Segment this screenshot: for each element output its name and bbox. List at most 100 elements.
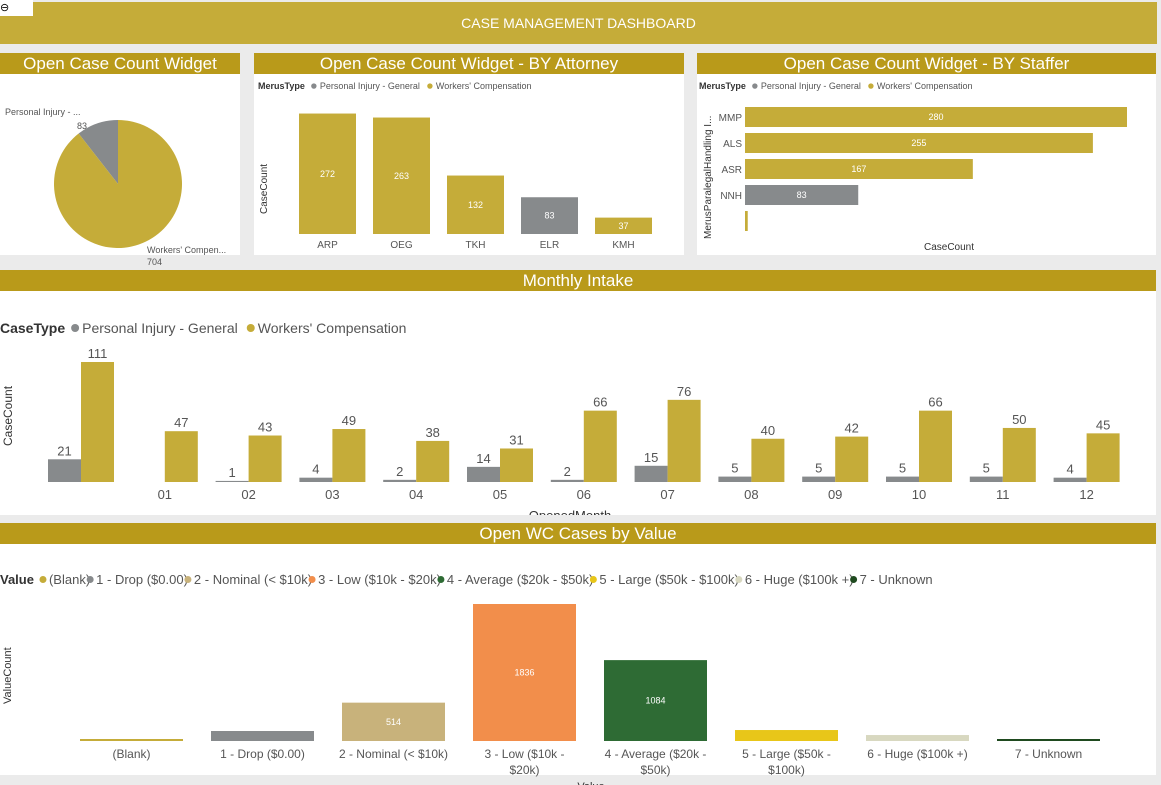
pie-value: 704 xyxy=(147,257,162,267)
staffer-panel: Open Case Count Widget - BY Staffer Meru… xyxy=(697,53,1156,255)
bar xyxy=(215,480,249,482)
legend-title: MerusType xyxy=(258,81,305,91)
bar xyxy=(919,410,952,482)
x-tick-label: 05 xyxy=(493,487,507,502)
x-tick-label: $100k) xyxy=(768,763,805,777)
y-tick-label: ALS xyxy=(723,139,742,150)
bar xyxy=(416,440,450,482)
legend-item: Workers' Compensation xyxy=(436,81,532,91)
data-label: 5 xyxy=(815,461,822,476)
x-tick-label: ELR xyxy=(540,240,559,251)
pie-chart: Personal Injury - ... 83 Workers' Compen..… xyxy=(5,107,226,267)
x-tick-label: 6 - Huge ($100k +) xyxy=(867,747,967,761)
data-label: 272 xyxy=(320,169,335,179)
bar xyxy=(500,448,533,482)
pie-value: 83 xyxy=(77,121,87,131)
bar xyxy=(467,466,500,482)
y-axis-label: MerusParalegalHandling I... xyxy=(703,116,714,239)
panel-title: Open Case Count Widget - BY Attorney xyxy=(254,53,684,74)
data-label: 50 xyxy=(1012,412,1026,427)
data-label: 111 xyxy=(88,346,108,361)
data-label: 2 xyxy=(564,464,571,479)
bar xyxy=(866,735,969,741)
data-label: 5 xyxy=(899,461,906,476)
x-tick-label: 4 - Average ($20k - xyxy=(605,747,707,761)
legend-dot xyxy=(71,324,80,332)
legend-dot xyxy=(246,324,255,332)
y-axis-label: ValueCount xyxy=(2,647,14,704)
panel-title: Open WC Cases by Value xyxy=(0,523,1156,544)
attorney-panel: Open Case Count Widget - BY Attorney Mer… xyxy=(254,53,684,255)
panel-title: Open Case Count Widget xyxy=(0,53,240,74)
x-tick-label: $50k) xyxy=(640,763,670,777)
x-axis-label: OpenedMonth xyxy=(529,508,611,515)
legend-item: Workers' Compensation xyxy=(877,81,973,91)
bar xyxy=(583,410,617,482)
attorney-chart: MerusType Personal Injury - General Worker… xyxy=(258,81,652,251)
data-label: 1084 xyxy=(645,696,665,706)
bar xyxy=(604,660,707,741)
x-tick-label: 01 xyxy=(158,487,172,502)
bar xyxy=(473,604,576,741)
value-chart: Value (Blank) 1 - Drop ($0.00) 2 - Nominal … xyxy=(0,572,1100,785)
legend-dot xyxy=(308,576,316,583)
x-tick-label: TKH xyxy=(466,240,486,251)
bar xyxy=(164,431,198,482)
y-axis-label: CaseCount xyxy=(259,164,270,214)
x-tick-label: 3 - Low ($10k - xyxy=(484,747,564,761)
data-label: 83 xyxy=(544,211,554,221)
y-axis-label: CaseCount xyxy=(1,385,15,446)
x-tick-label: OEG xyxy=(390,240,412,251)
bar xyxy=(745,211,748,231)
bar xyxy=(342,702,445,741)
legend-item: 4 - Average ($20k - $50k) xyxy=(447,572,593,587)
x-tick-label: 11 xyxy=(996,487,1010,502)
x-tick-label: 04 xyxy=(409,487,423,502)
pie-slice xyxy=(54,120,182,249)
x-tick-label: $20k) xyxy=(509,763,539,777)
legend-dot xyxy=(39,576,47,583)
legend-item: 2 - Nominal (< $10k) xyxy=(194,572,312,587)
pie-label: Personal Injury - ... xyxy=(5,107,81,117)
y-tick-label: NNH xyxy=(720,191,742,202)
legend-item: (Blank) xyxy=(49,572,90,587)
bar xyxy=(383,479,417,482)
legend-item: Personal Injury - General xyxy=(320,81,420,91)
data-label: 43 xyxy=(258,420,272,435)
data-label: 42 xyxy=(844,421,858,436)
data-label: 49 xyxy=(342,413,356,428)
data-label: 255 xyxy=(911,138,926,148)
data-label: 4 xyxy=(312,462,319,477)
legend-dot xyxy=(184,576,192,583)
data-label: 40 xyxy=(761,423,775,438)
x-tick-label: 7 - Unknown xyxy=(1015,747,1082,761)
bar xyxy=(835,436,869,482)
pie-slice xyxy=(78,120,118,184)
bar xyxy=(299,113,356,234)
legend-dot xyxy=(868,83,874,89)
bar xyxy=(595,217,652,234)
monthly-chart: CaseType Personal Injury - General Workers… xyxy=(0,320,1120,523)
x-tick-label: 2 - Nominal (< $10k) xyxy=(339,747,448,761)
bar xyxy=(299,477,333,482)
data-label: 76 xyxy=(677,384,691,399)
y-tick-label: ASR xyxy=(721,165,742,176)
legend-item: 6 - Huge ($100k +) xyxy=(745,572,854,587)
back-arrow-icon[interactable]: ⊖ xyxy=(0,0,33,16)
staffer-chart: MerusType Personal Injury - General Worker… xyxy=(699,81,1127,253)
x-tick-label: KMH xyxy=(612,240,634,251)
bar xyxy=(735,730,838,741)
value-panel: Open WC Cases by Value Value (Blank) 1 - D… xyxy=(0,523,1156,785)
bar xyxy=(48,459,81,482)
legend-dot xyxy=(427,83,433,89)
bar xyxy=(634,465,668,482)
x-tick-label: 06 xyxy=(577,487,591,502)
legend-item: Personal Injury - General xyxy=(761,81,861,91)
legend-item: Personal Injury - General xyxy=(82,320,238,336)
x-axis-label: Value xyxy=(577,781,604,785)
data-label: 167 xyxy=(851,164,866,174)
legend-item: 1 - Drop ($0.00) xyxy=(96,572,188,587)
legend-item: 3 - Low ($10k - $20k) xyxy=(318,572,441,587)
data-label: 45 xyxy=(1096,417,1110,432)
x-tick-label: 09 xyxy=(828,487,842,502)
